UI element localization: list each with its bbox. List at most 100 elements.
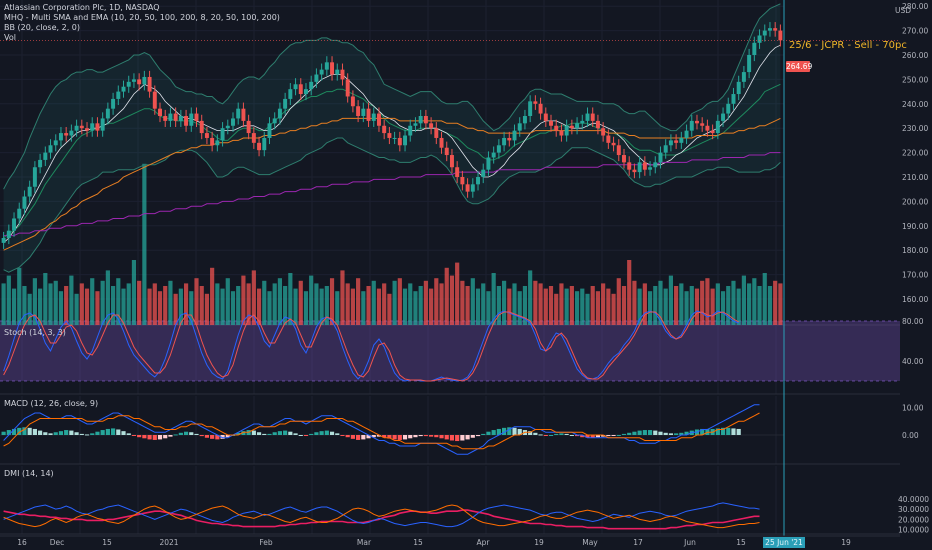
- candle-body: [314, 74, 319, 82]
- candle-body: [668, 140, 673, 146]
- macd-histogram-bar: [554, 433, 559, 435]
- stoch-pane-label[interactable]: Stoch (14, 3, 3): [4, 328, 66, 337]
- macd-histogram-bar: [350, 435, 355, 439]
- stoch-line-stoch-k: [3, 310, 739, 382]
- macd-histogram-bar: [674, 433, 679, 435]
- volume-bar: [757, 286, 762, 325]
- volume-bar: [606, 288, 611, 325]
- candle-body: [731, 94, 736, 104]
- macd-histogram-bar: [303, 435, 309, 436]
- macd-histogram-bar: [277, 431, 282, 435]
- candle-body: [194, 113, 199, 121]
- candle-body: [303, 89, 308, 95]
- candle-body: [158, 108, 162, 116]
- dmi-line-adx: [3, 509, 760, 530]
- macd-histogram-bar: [38, 430, 43, 435]
- volume-bar: [496, 286, 501, 325]
- volume-bar: [522, 286, 528, 325]
- dmi-line-di-minus: [3, 504, 760, 529]
- candle-body: [408, 125, 413, 136]
- price-axis-tick: 190.00: [902, 222, 928, 231]
- macd-histogram-bar: [439, 435, 444, 439]
- macd-histogram-bar: [715, 428, 720, 435]
- volume-bar: [105, 270, 110, 325]
- volume-bar: [335, 291, 340, 325]
- macd-histogram-bar: [314, 432, 319, 435]
- volume-bar: [616, 278, 621, 325]
- volume-bar: [283, 286, 288, 325]
- macd-histogram-bar: [413, 435, 418, 438]
- macd-histogram-bar: [163, 435, 168, 439]
- volume-bar: [387, 293, 392, 325]
- macd-histogram-bar: [627, 432, 632, 435]
- volume-bar: [121, 288, 126, 325]
- macd-histogram-bar: [131, 435, 137, 436]
- volume-bar: [157, 291, 163, 325]
- macd-histogram-bar: [152, 435, 157, 440]
- candle-body: [580, 120, 585, 124]
- macd-histogram-bar: [199, 435, 204, 437]
- macd-histogram-bar: [335, 433, 340, 435]
- volume-bar: [262, 280, 267, 325]
- candle-body: [231, 118, 235, 126]
- volume-indicator-label[interactable]: Vol: [4, 33, 16, 42]
- candle-body: [53, 140, 58, 146]
- time-axis-tick: Jun: [683, 538, 696, 547]
- macd-histogram-bar: [429, 435, 434, 437]
- macd-histogram-bar: [17, 427, 22, 435]
- candle-body: [392, 137, 397, 139]
- ma-indicator-label[interactable]: MHQ - Multi SMA and EMA (10, 20, 50, 100…: [4, 13, 280, 22]
- volume-bar: [554, 293, 559, 325]
- volume-bar: [408, 283, 413, 325]
- candle-body: [533, 101, 538, 104]
- volume-bar: [230, 291, 236, 325]
- volume-bar: [293, 288, 298, 325]
- candle-body: [22, 196, 27, 209]
- macd-histogram-bar: [658, 431, 663, 435]
- macd-histogram-bar: [548, 435, 554, 436]
- candle-body: [705, 125, 710, 131]
- candle-body: [64, 133, 69, 136]
- candle-body: [752, 42, 757, 55]
- candle-body: [335, 69, 340, 75]
- macd-histogram-bar: [58, 431, 64, 435]
- candle-body: [131, 79, 136, 82]
- macd-histogram-bar: [726, 427, 731, 435]
- candle-body: [721, 113, 726, 121]
- time-axis-tick: 19: [841, 538, 851, 547]
- macd-histogram-bar: [105, 428, 110, 435]
- candle-body: [137, 79, 142, 85]
- time-axis-tick: Feb: [259, 538, 273, 547]
- macd-histogram-bar: [502, 427, 507, 435]
- bb-indicator-label[interactable]: BB (20, close, 2, 0): [4, 23, 80, 32]
- candle-body: [606, 135, 611, 143]
- macd-histogram-bar: [79, 433, 84, 435]
- volume-bar: [663, 288, 668, 325]
- volume-bar: [32, 278, 37, 325]
- macd-pane-label[interactable]: MACD (12, 26, close, 9): [4, 399, 99, 408]
- macd-histogram-bar: [256, 432, 262, 435]
- macd-histogram-bar: [173, 434, 178, 436]
- volume-bar: [194, 278, 199, 325]
- volume-bar: [225, 278, 230, 325]
- macd-histogram-bar: [142, 435, 147, 439]
- macd-histogram-bar: [668, 433, 673, 435]
- candle-body: [105, 108, 110, 119]
- volume-bar: [585, 293, 590, 325]
- volume-bar: [288, 273, 293, 325]
- volume-bar: [444, 267, 449, 325]
- candle-body: [403, 135, 408, 146]
- time-axis-tick: Apr: [477, 538, 491, 547]
- volume-bar: [439, 283, 444, 325]
- volume-bar: [251, 270, 256, 325]
- candle-body: [100, 118, 105, 131]
- volume-bar: [601, 283, 606, 325]
- volume-bar: [277, 278, 282, 325]
- dmi-pane-label[interactable]: DMI (14, 14): [4, 469, 54, 478]
- volume-bar: [747, 283, 752, 325]
- volume-bar: [100, 280, 105, 325]
- candle-body: [517, 123, 522, 131]
- volume-bar: [392, 280, 397, 325]
- volume-bar: [689, 286, 694, 325]
